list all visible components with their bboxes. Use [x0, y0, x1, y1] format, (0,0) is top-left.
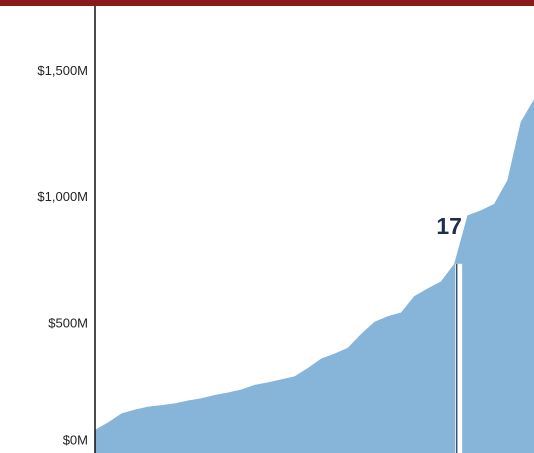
y-tick-label: $500M: [48, 315, 88, 330]
y-tick-label: $0M: [63, 432, 88, 447]
y-tick-label: $1,500M: [37, 63, 88, 78]
header-bar: [0, 0, 534, 6]
annotation: 17: [436, 213, 462, 239]
highlight-gap: [455, 263, 463, 453]
y-tick-label: $1,000M: [37, 189, 88, 204]
area: [95, 99, 534, 453]
